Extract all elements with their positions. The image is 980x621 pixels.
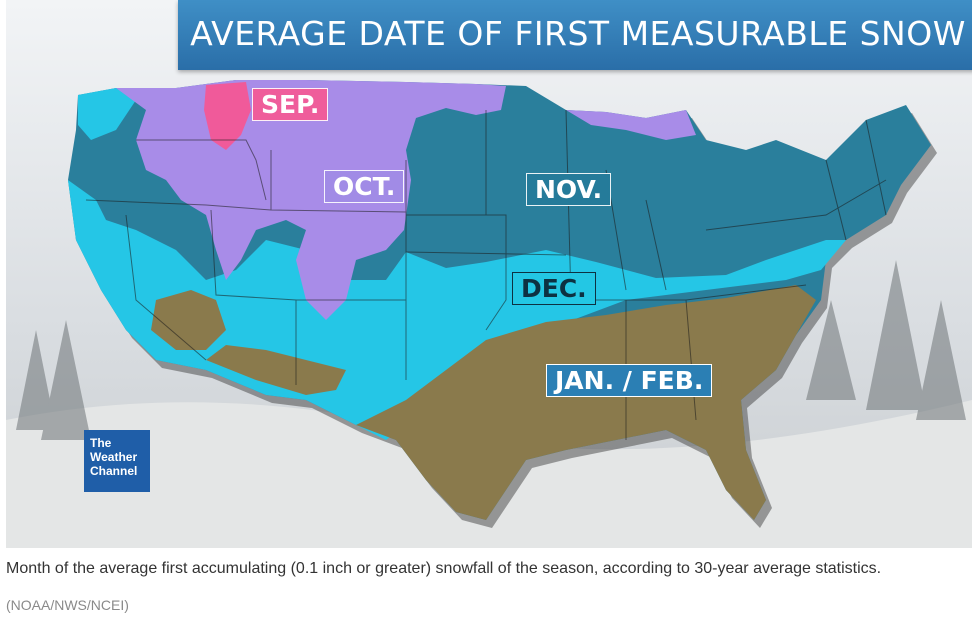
logo-line-1: The <box>90 436 112 450</box>
map-title: AVERAGE DATE OF FIRST MEASURABLE SNOW <box>190 14 966 53</box>
zone-oct-michigan <box>566 110 696 140</box>
figure-caption: Month of the average first accumulating … <box>6 560 882 577</box>
weather-channel-logo: The Weather Channel <box>84 430 150 492</box>
trees <box>16 260 966 440</box>
zone-label-nov: NOV. <box>526 173 612 206</box>
zone-label-dec: DEC. <box>512 272 596 305</box>
state-lines <box>85 109 887 440</box>
snow-map-figure: AVERAGE DATE OF FIRST MEASURABLE SNOW SE… <box>6 0 972 548</box>
zone-sep <box>204 82 251 150</box>
zone-label-jan-feb: JAN. / FEB. <box>546 364 713 397</box>
zone-jan-feb-west <box>151 290 226 350</box>
zone-dec-northwest <box>78 88 136 140</box>
figure-credit: (NOAA/NWS/NCEI) <box>6 597 129 613</box>
zone-label-sep: SEP. <box>252 88 329 121</box>
logo-line-2: Weather <box>90 450 138 464</box>
map-title-bar: AVERAGE DATE OF FIRST MEASURABLE SNOW <box>178 0 972 70</box>
logo-line-3: Channel <box>90 464 138 478</box>
zone-jan-feb-south <box>356 285 816 520</box>
zone-label-oct: OCT. <box>324 170 405 203</box>
map-graphic <box>6 0 972 548</box>
zone-jan-feb-southwest <box>206 345 346 395</box>
